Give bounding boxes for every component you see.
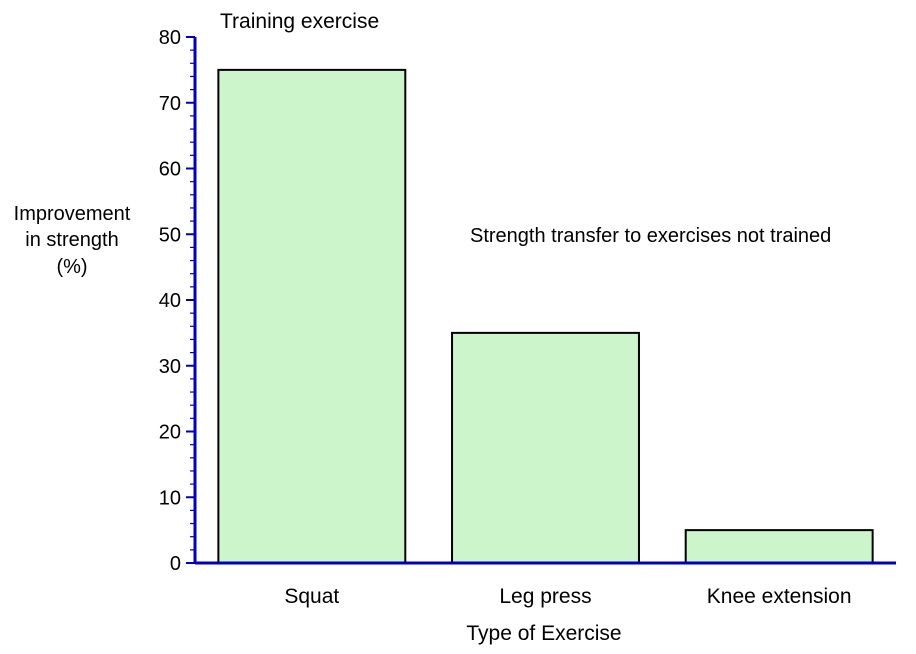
y-axis-title-line-1: Improvement	[14, 203, 131, 225]
x-axis-title: Type of Exercise	[466, 622, 621, 645]
training-exercise-annotation: Training exercise	[220, 10, 379, 33]
y-tick-label: 40	[159, 290, 181, 312]
y-tick-label: 60	[159, 159, 181, 181]
y-tick-label: 80	[159, 27, 181, 49]
x-tick-label: Squat	[284, 585, 339, 608]
y-tick-label: 70	[159, 93, 181, 115]
x-tick-label: Leg press	[499, 585, 591, 608]
bar-knee-extension	[684, 529, 874, 564]
x-tick-label: Knee extension	[707, 585, 852, 608]
y-axis-title-line-2: in strength	[25, 229, 118, 251]
x-tick-labels-group: Squat Leg press Knee extension	[284, 585, 851, 608]
y-tick-label: 20	[159, 422, 181, 444]
strength-transfer-annotation: Strength transfer to exercises not train…	[470, 225, 831, 247]
bar-leg-press	[451, 331, 640, 564]
y-tick-label: 50	[159, 224, 181, 246]
bars-group	[217, 68, 874, 564]
bar-squat	[217, 68, 407, 564]
y-ticks-group: 0 10 20 30 40 50 60 70 80	[159, 27, 195, 575]
y-tick-label: 10	[159, 487, 181, 509]
y-tick-label: 0	[170, 553, 181, 575]
y-axis-title-line-3: (%)	[56, 256, 87, 278]
y-tick-label: 30	[159, 356, 181, 378]
